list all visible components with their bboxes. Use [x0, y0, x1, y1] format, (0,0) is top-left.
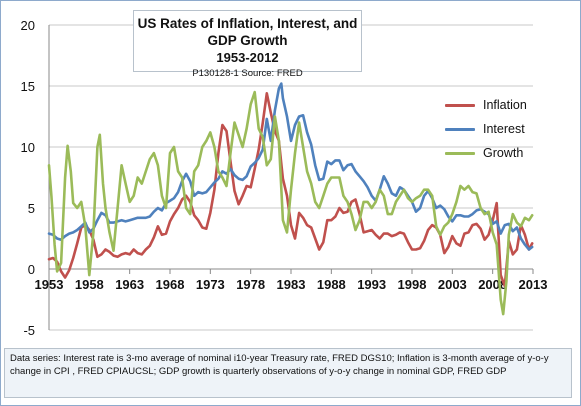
legend-swatch-growth [445, 151, 475, 155]
legend-label-interest: Interest [483, 122, 525, 136]
series-layer [47, 82, 534, 316]
x-tick-label: 1978 [236, 277, 265, 292]
x-tick-label: 1953 [35, 277, 64, 292]
y-tick-label: 10 [21, 140, 35, 155]
legend-item-inflation: Inflation [445, 96, 555, 114]
data-series-note: Data series: Interest rate is 3-mo avera… [4, 348, 572, 398]
series-line-growth [47, 90, 534, 316]
legend-label-inflation: Inflation [483, 98, 527, 112]
series-line-interest [47, 82, 534, 251]
x-tick-label: 1963 [115, 277, 144, 292]
x-tick-label: 1993 [357, 277, 386, 292]
y-tick-label: 20 [21, 18, 35, 33]
legend-label-growth: Growth [483, 146, 524, 160]
y-tick-label: 5 [28, 201, 35, 216]
x-tick-label: 1968 [156, 277, 185, 292]
x-tick-label: 1998 [398, 277, 427, 292]
chart-title: US Rates of Inflation, Interest, and GDP… [137, 16, 358, 48]
chart-legend: Inflation Interest Growth [445, 90, 555, 168]
axis-layer: -5 0 5 10 15 20 1953 1958 1963 1968 1973 1978 1983 19… [21, 18, 548, 338]
legend-item-growth: Growth [445, 144, 555, 162]
x-tick-label: 1983 [277, 277, 306, 292]
legend-swatch-interest [445, 127, 475, 131]
x-tick-label: 1958 [75, 277, 104, 292]
x-tick-label: 2013 [519, 277, 548, 292]
chart-title-box: US Rates of Inflation, Interest, and GDP… [133, 10, 362, 79]
x-tick-label: 2003 [438, 277, 467, 292]
y-tick-label: 0 [28, 262, 35, 277]
legend-item-interest: Interest [445, 120, 555, 138]
series-line-inflation [47, 92, 534, 288]
chart-subtitle: 1953-2012 [216, 50, 279, 65]
x-tick-label: 1988 [317, 277, 346, 292]
x-tick-label: 1973 [196, 277, 225, 292]
chart-source: P130128-1 Source: FRED [192, 68, 303, 79]
legend-swatch-inflation [445, 103, 475, 107]
y-tick-label: 15 [21, 79, 35, 94]
y-tick-label: -5 [23, 323, 35, 338]
